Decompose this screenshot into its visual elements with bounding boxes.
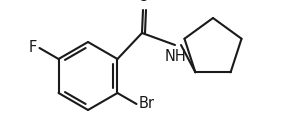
Text: O: O	[137, 0, 149, 4]
Text: Br: Br	[138, 96, 155, 111]
Text: F: F	[28, 40, 36, 55]
Text: NH: NH	[164, 49, 186, 64]
